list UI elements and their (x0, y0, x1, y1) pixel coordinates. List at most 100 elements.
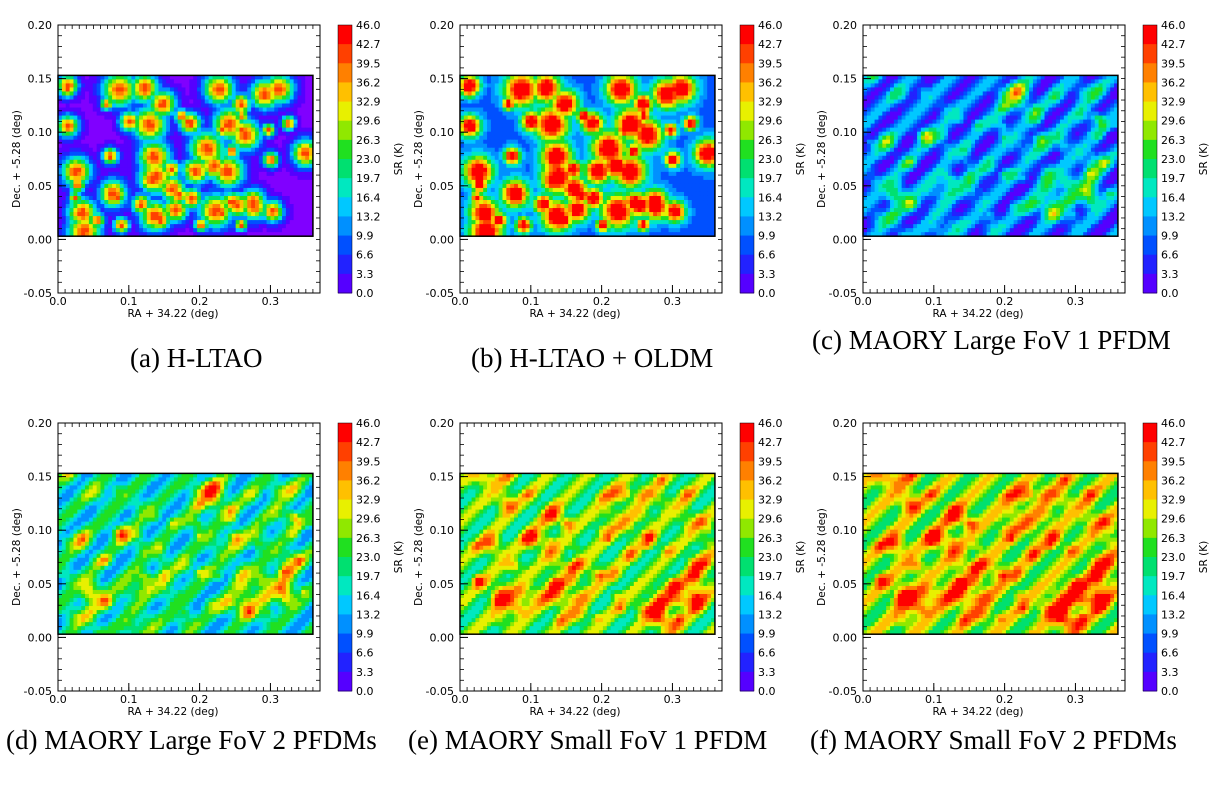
heatmap-cell (135, 75, 140, 81)
heatmap-cell (660, 139, 666, 145)
heatmap-cell (552, 163, 558, 169)
heatmap-cell (629, 179, 635, 185)
heatmap-cell (139, 119, 144, 125)
heatmap-cell (285, 79, 291, 85)
heatmap-cell (305, 208, 310, 213)
heatmap-cell (548, 127, 554, 133)
heatmap-cell (514, 95, 519, 101)
heatmap-cell (490, 147, 496, 153)
heatmap-cell (301, 220, 306, 225)
heatmap-cell (266, 171, 272, 177)
heatmap-cell (220, 224, 225, 229)
heatmap-cell (297, 131, 302, 137)
heatmap-cell (490, 75, 496, 81)
heatmap-cell (123, 183, 129, 189)
heatmap-cell (220, 131, 225, 137)
heatmap-cell (243, 91, 248, 97)
heatmap-cell (622, 191, 627, 197)
heatmap-cell (529, 163, 534, 169)
heatmap-cell (610, 119, 616, 125)
heatmap-cell (81, 131, 86, 137)
heatmap-cell (664, 187, 670, 193)
heatmap-cell (197, 147, 202, 153)
heatmap-cell (529, 123, 534, 129)
colorbar-tick-label: 42.7 (356, 38, 381, 51)
heatmap-cell (96, 183, 102, 189)
heatmap-cell (158, 91, 163, 97)
heatmap-cell (193, 167, 198, 173)
heatmap-cell (231, 232, 237, 237)
heatmap-cell (170, 183, 175, 189)
heatmap-a (58, 75, 314, 237)
heatmap-cell (58, 119, 63, 125)
heatmap-cell (224, 183, 229, 189)
heatmap-cell (224, 135, 229, 141)
heatmap-cell (506, 191, 511, 197)
heatmap-cell (251, 187, 256, 193)
heatmap-cell (77, 115, 82, 121)
heatmap-cell (212, 99, 217, 105)
heatmap-cell (521, 119, 527, 125)
heatmap-cell (150, 187, 156, 193)
heatmap-cell (494, 159, 500, 165)
heatmap-cell (653, 147, 658, 153)
heatmap-cell (645, 131, 650, 137)
heatmap-cell (61, 107, 67, 113)
heatmap-cell (649, 171, 654, 177)
heatmap-cell (108, 224, 113, 229)
heatmap-cell (560, 163, 565, 169)
heatmap-cell (123, 79, 129, 85)
heatmap-cell (629, 83, 635, 89)
heatmap-cell (564, 191, 569, 197)
heatmap-cell (656, 167, 662, 173)
heatmap-cell (131, 91, 136, 97)
heatmap-cell (181, 220, 187, 225)
heatmap-cell (173, 191, 179, 197)
heatmap-cell (85, 131, 90, 137)
heatmap-cell (560, 135, 565, 141)
heatmap-cell (197, 179, 202, 185)
heatmap-cell (626, 83, 631, 89)
heatmap-cell (483, 143, 488, 149)
heatmap-cell (649, 131, 654, 137)
heatmap-cell (193, 131, 198, 137)
heatmap-cell (200, 224, 206, 229)
heatmap-cell (142, 107, 148, 113)
heatmap-cell (58, 175, 63, 181)
heatmap-cell (197, 200, 202, 205)
heatmap-cell (243, 212, 248, 217)
heatmap-cell (587, 163, 592, 169)
heatmap-cell (297, 139, 302, 145)
heatmap-cell (614, 147, 619, 153)
heatmap-cell (285, 204, 291, 209)
heatmap-cell (274, 127, 279, 133)
heatmap-cell (521, 139, 527, 145)
heatmap-cell (108, 183, 113, 189)
heatmap-cell (556, 155, 562, 161)
heatmap-cell (672, 127, 677, 133)
heatmap-cell (166, 216, 171, 221)
heatmap-cell (684, 143, 689, 149)
heatmap-cell (460, 91, 465, 97)
heatmap-cell (656, 204, 662, 209)
heatmap-cell (672, 179, 677, 185)
heatmap-cell (158, 208, 163, 213)
heatmap-cell (289, 107, 295, 113)
heatmap-cell (104, 228, 109, 233)
heatmap-cell (204, 204, 210, 209)
heatmap-cell (537, 159, 542, 165)
heatmap-cell (189, 115, 194, 121)
heatmap-cell (139, 115, 144, 121)
heatmap-cell (579, 99, 585, 105)
heatmap-cell (529, 95, 534, 101)
heatmap-cell (108, 83, 113, 89)
heatmap-cell (258, 107, 264, 113)
heatmap-cell (123, 163, 129, 169)
heatmap-cell (514, 79, 519, 85)
heatmap-cell (166, 195, 171, 201)
heatmap-cell (641, 151, 646, 157)
heatmap-cell (587, 191, 592, 197)
heatmap-cell (541, 127, 546, 133)
heatmap-cell (100, 131, 105, 137)
heatmap-cell (247, 143, 252, 149)
